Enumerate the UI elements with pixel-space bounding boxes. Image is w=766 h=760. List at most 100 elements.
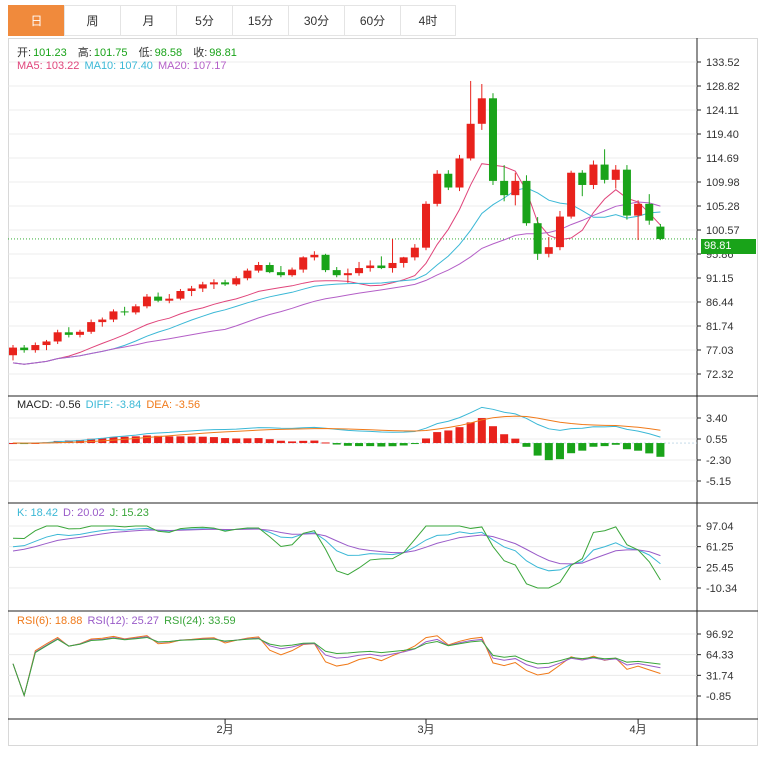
macd-bar — [388, 443, 397, 447]
price-axis-label: 81.74 — [706, 321, 734, 333]
macd-bar — [533, 443, 542, 456]
low-label: 低: — [138, 47, 153, 59]
macd-value: MACD: -0.56 — [17, 399, 81, 411]
candle-body — [243, 270, 252, 279]
candle-body — [87, 322, 96, 332]
j-line — [12, 525, 661, 589]
macd-bar — [578, 443, 587, 451]
candle-body — [310, 254, 319, 258]
candle-body — [455, 158, 464, 188]
price-axis-label: 109.98 — [706, 177, 740, 189]
rsi12-value: RSI(12): 25.27 — [87, 615, 160, 627]
candle-body — [20, 347, 29, 351]
macd-bar — [500, 434, 509, 444]
macd-bar — [567, 443, 576, 454]
kdj-axis-label: 25.45 — [706, 562, 734, 574]
price-axis-label: 100.57 — [706, 225, 740, 237]
macd-bar — [399, 443, 408, 446]
candle-body — [533, 223, 542, 254]
macd-bar — [332, 443, 341, 445]
candle-body — [42, 341, 51, 346]
candle-body — [433, 173, 442, 204]
kdj-legend: K: 18.42 D: 20.02 J: 15.23 — [17, 507, 151, 519]
macd-bar — [355, 443, 364, 447]
ma10-legend: MA10: 107.40 — [84, 60, 153, 72]
macd-bar — [187, 436, 196, 444]
candle-body — [366, 265, 375, 269]
x-axis-label: 3月 — [417, 724, 434, 736]
diff-line — [12, 406, 661, 444]
kdj-axis-label: 97.04 — [706, 521, 734, 533]
tab-week[interactable]: 周 — [64, 5, 120, 36]
macd-bar — [343, 443, 352, 446]
tab-60min[interactable]: 60分 — [344, 5, 400, 36]
macd-bar — [131, 436, 140, 444]
candle-body — [355, 268, 364, 274]
candle-body — [321, 254, 330, 271]
price-axis-label: 77.03 — [706, 345, 734, 357]
macd-bar — [87, 438, 96, 444]
ma5-legend: MA5: 103.22 — [17, 60, 80, 72]
ma10-line — [12, 187, 661, 365]
macd-bar — [176, 436, 185, 444]
price-axis-label: 119.40 — [706, 129, 739, 141]
candle-body — [299, 257, 308, 270]
candle-body — [109, 311, 118, 320]
rsi-axis-label: -0.85 — [706, 691, 731, 703]
low-value: 98.58 — [154, 47, 183, 59]
candle-body — [555, 216, 564, 248]
macd-bar — [622, 443, 631, 450]
close-value: 98.81 — [209, 47, 237, 59]
price-axis-label: 86.44 — [706, 297, 734, 309]
candle-body — [634, 203, 643, 216]
macd-bar — [589, 443, 598, 447]
candle-body — [422, 203, 431, 248]
macd-bar — [276, 440, 285, 444]
chart-frame — [8, 38, 758, 746]
d-line — [12, 528, 661, 565]
tab-15min[interactable]: 15分 — [232, 5, 288, 36]
diff-value: DIFF: -3.84 — [85, 399, 142, 411]
period-tabs: 日 周 月 5分 15分 30分 60分 4时 — [8, 5, 456, 37]
tab-4hour[interactable]: 4时 — [400, 5, 456, 36]
x-axis-label: 2月 — [217, 724, 234, 736]
rsi-axis-label: 31.74 — [706, 670, 734, 682]
macd-bar — [321, 442, 330, 444]
candle-body — [232, 278, 241, 285]
candle-body — [142, 296, 151, 307]
candle-body — [645, 203, 654, 221]
candle-body — [444, 173, 453, 188]
candle-body — [53, 332, 62, 342]
macd-bar — [488, 426, 497, 444]
rsi-axis-label: 64.33 — [706, 650, 734, 662]
candle-body — [500, 180, 509, 196]
macd-bar — [243, 438, 252, 444]
candle-body — [9, 347, 17, 356]
price-axis-label: 105.28 — [706, 201, 740, 213]
macd-bar — [634, 443, 643, 451]
candle-body — [75, 331, 84, 335]
ma-legend: MA5: 103.22 MA10: 107.40 MA20: 107.17 — [17, 60, 229, 72]
macd-bar — [600, 443, 609, 447]
tab-day[interactable]: 日 — [8, 5, 64, 36]
candle-body — [31, 345, 40, 351]
macd-bar — [611, 443, 620, 445]
tab-5min[interactable]: 5分 — [176, 5, 232, 36]
macd-bar — [656, 443, 665, 457]
high-value: 101.75 — [93, 47, 128, 59]
candle-body — [276, 272, 285, 276]
candle-body — [522, 180, 531, 224]
rsi-legend: RSI(6): 18.88 RSI(12): 25.27 RSI(24): 33… — [17, 615, 238, 627]
macd-bar — [154, 435, 163, 444]
macd-bar — [466, 422, 475, 444]
k-value: K: 18.42 — [17, 507, 58, 519]
tab-30min[interactable]: 30分 — [288, 5, 344, 36]
macd-bar — [120, 436, 129, 444]
macd-bar — [511, 438, 520, 444]
candle-body — [477, 98, 486, 124]
rsi-axis-label: 96.92 — [706, 629, 734, 641]
candle-body — [343, 273, 352, 276]
tab-month[interactable]: 月 — [120, 5, 176, 36]
candle-body — [466, 123, 475, 159]
